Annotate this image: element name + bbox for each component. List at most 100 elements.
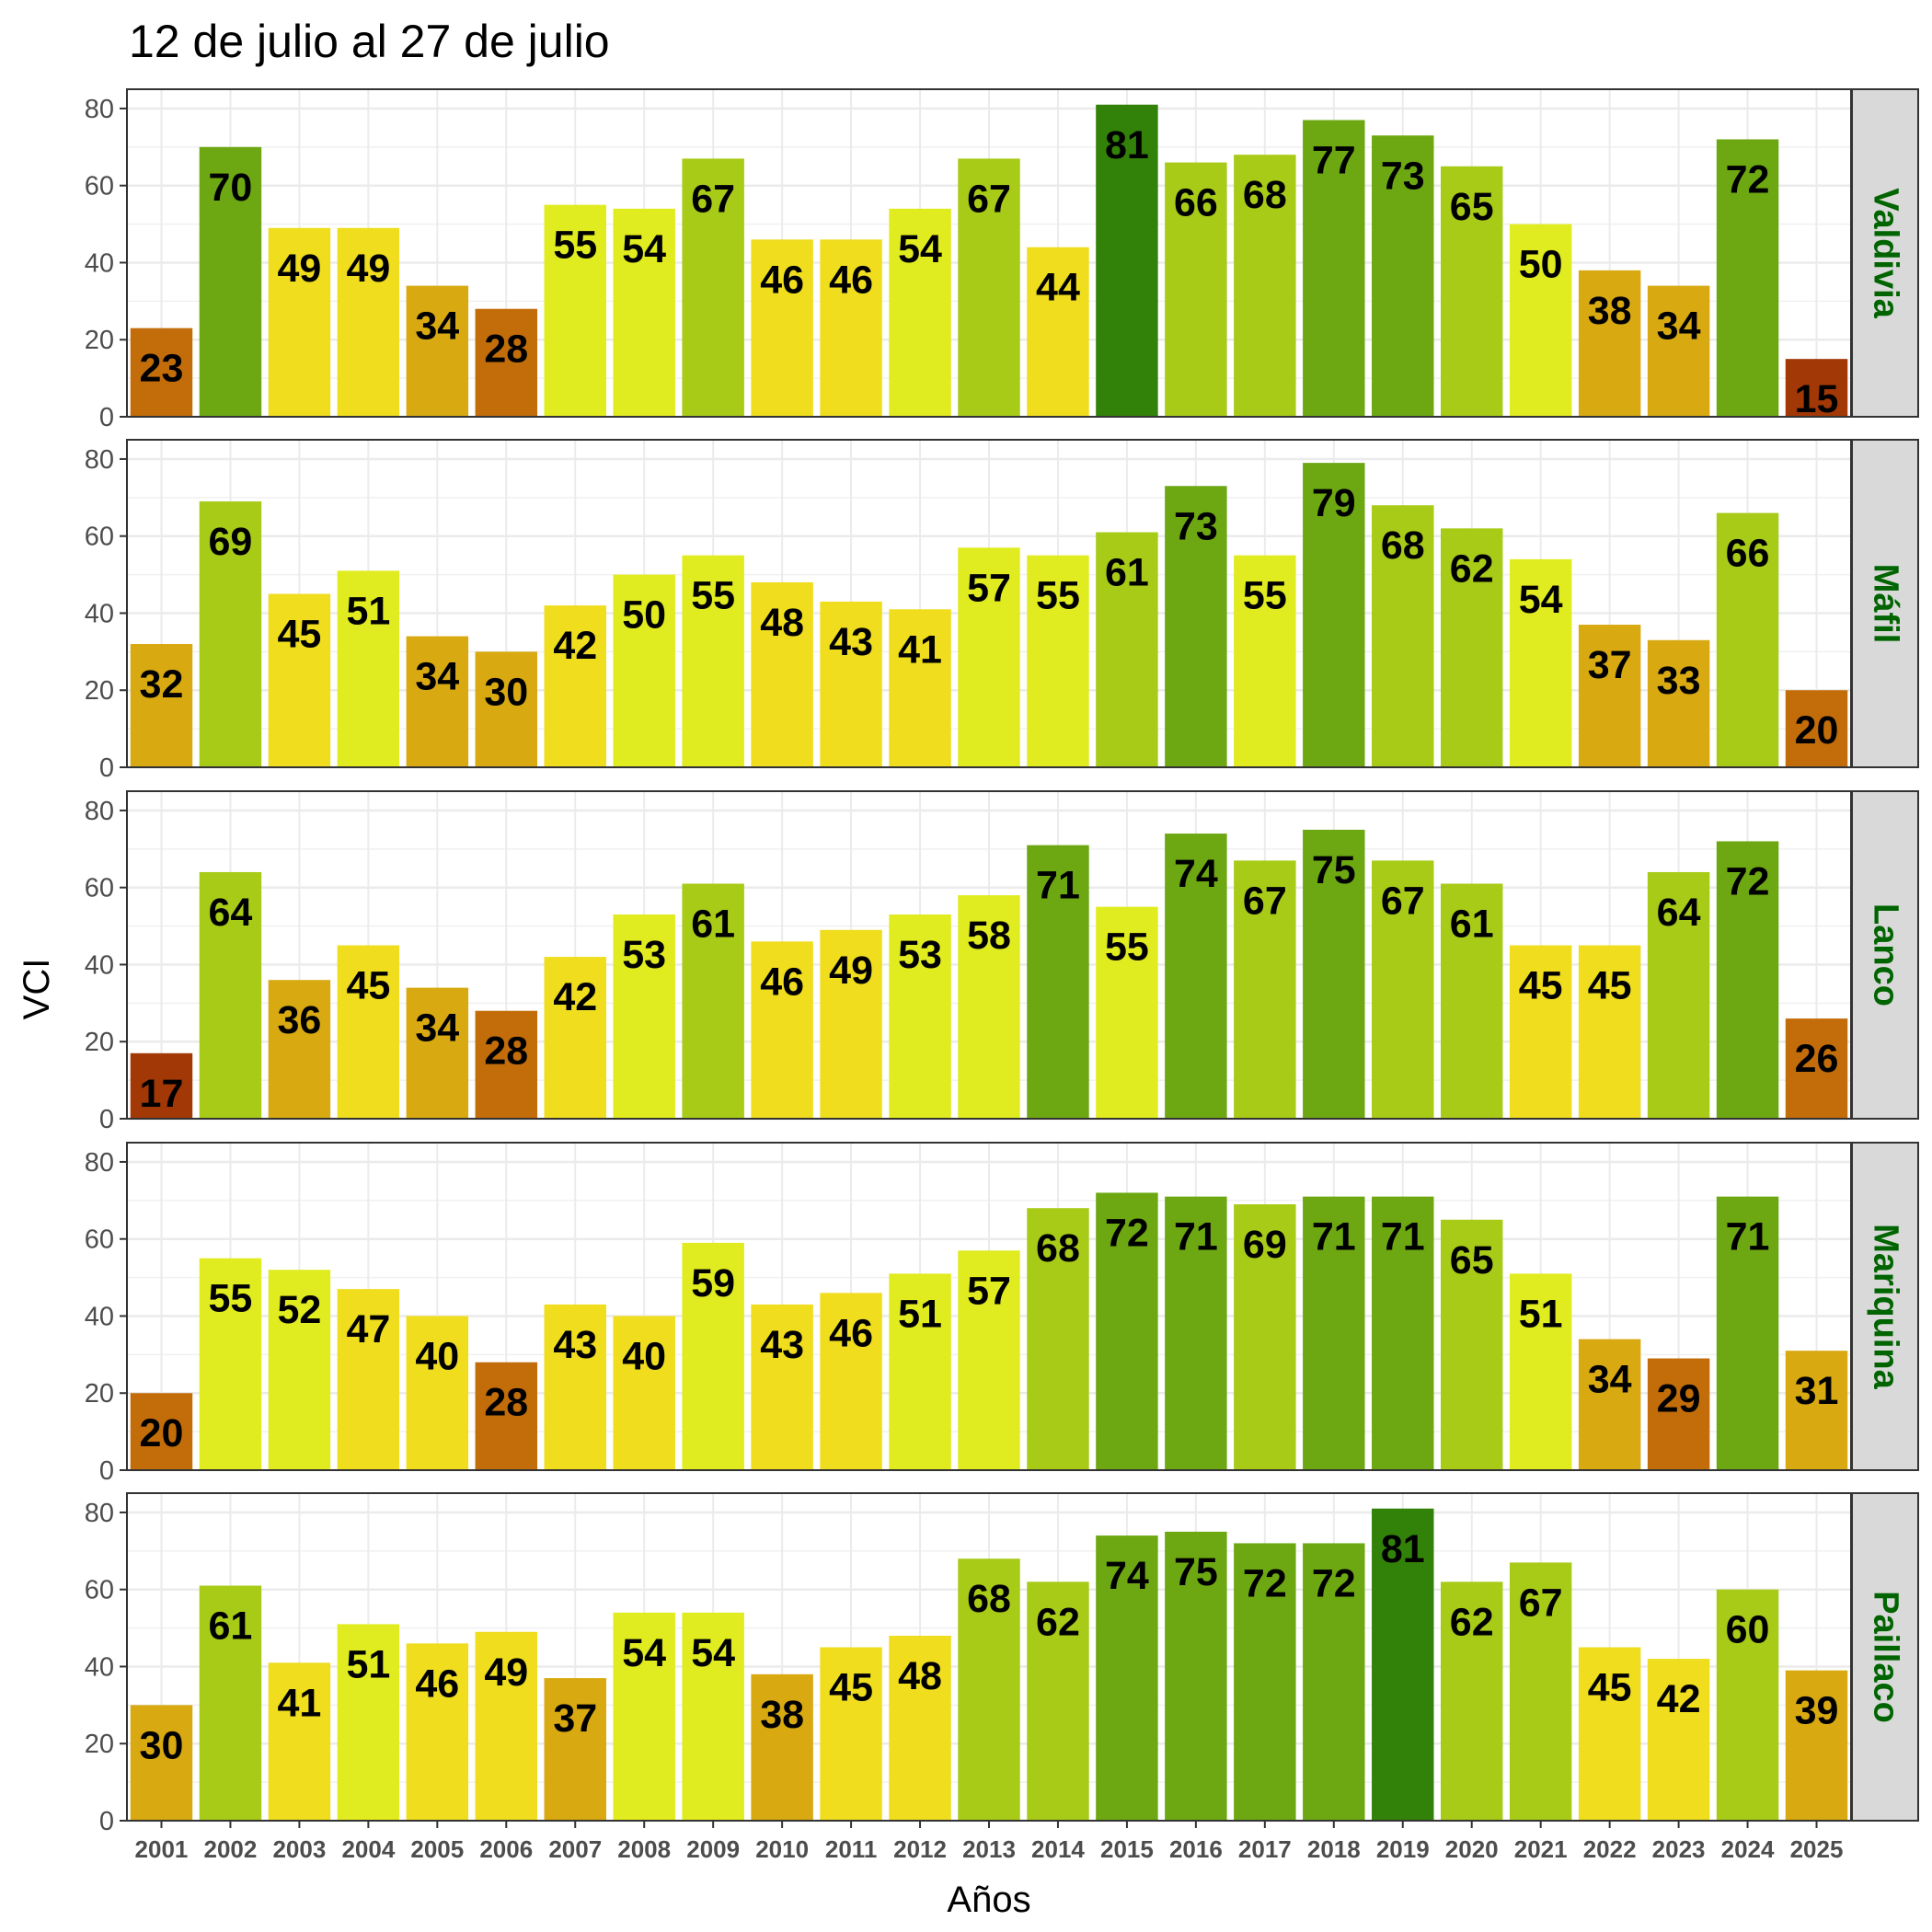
bar-value-label: 68 (1243, 173, 1287, 217)
bar-value-label: 38 (760, 1693, 804, 1737)
bar-2014 (1027, 1208, 1089, 1470)
bar-value-label: 39 (1795, 1689, 1839, 1733)
bar-value-label: 65 (1450, 185, 1494, 229)
bar-value-label: 52 (277, 1288, 321, 1332)
bar-2025 (1785, 690, 1848, 767)
bar-value-label: 43 (760, 1323, 804, 1367)
x-tick-label: 2017 (1238, 1835, 1292, 1863)
bar-2020 (1440, 1581, 1503, 1821)
bar-value-label: 61 (691, 903, 735, 947)
bar-value-label: 34 (1588, 1358, 1632, 1402)
facet-strip-label: Lanco (1867, 903, 1905, 1006)
bar-value-label: 65 (1450, 1238, 1494, 1282)
bar-2010 (751, 1304, 813, 1470)
bar-2008 (613, 1612, 675, 1821)
bar-value-label: 32 (140, 662, 184, 707)
bar-value-label: 73 (1381, 154, 1425, 198)
bar-value-label: 70 (209, 166, 253, 210)
x-tick-label: 2007 (548, 1835, 602, 1863)
bar-value-label: 62 (1450, 1600, 1494, 1644)
x-tick-label: 2003 (272, 1835, 326, 1863)
x-axis: 2001 2002 2003 2004 2005 2006 2007 2008 2009 2010… (135, 1821, 1844, 1863)
bar-2014 (1027, 247, 1089, 417)
bar-2024 (1716, 1196, 1779, 1470)
bar-2012 (889, 1635, 951, 1821)
bar-value-label: 42 (553, 624, 597, 668)
x-tick-label: 2025 (1790, 1835, 1844, 1863)
bar-2014 (1027, 555, 1089, 767)
y-tick-label: 20 (85, 676, 114, 706)
bar-2016 (1165, 1531, 1227, 1821)
bar-value-label: 15 (1795, 377, 1839, 421)
bar-2008 (613, 1316, 675, 1470)
bar-2023 (1647, 639, 1710, 767)
bar-value-label: 67 (1381, 879, 1425, 923)
bar-value-label: 34 (1657, 305, 1701, 349)
bar-value-label: 42 (553, 975, 597, 1019)
bar-value-label: 30 (140, 1723, 184, 1767)
bar-2017 (1234, 555, 1296, 767)
bar-value-label: 34 (415, 1006, 459, 1051)
bar-value-label: 50 (1519, 243, 1563, 287)
bar-2012 (889, 609, 951, 767)
bar-2013 (958, 895, 1020, 1119)
panel-mariquina: 0 20 40 60 80 20 55 52 47 40 28 43 40 59 43 46 51 57 68 72 7… (85, 1142, 1919, 1486)
bar-2010 (751, 581, 813, 767)
x-axis-title: Años (947, 1880, 1030, 1920)
bar-2012 (889, 208, 951, 417)
bar-2007 (544, 1304, 606, 1470)
bar-value-label: 61 (209, 1604, 253, 1649)
bar-2020 (1440, 528, 1503, 767)
x-tick-label: 2005 (410, 1835, 464, 1863)
bar-value-label: 45 (346, 964, 390, 1008)
bar-value-label: 54 (622, 1631, 666, 1675)
bar-value-label: 38 (1588, 289, 1632, 333)
bar-2009 (682, 555, 744, 767)
bar-2023 (1647, 1659, 1710, 1821)
bar-2011 (820, 1293, 882, 1470)
bar-2017 (1234, 1204, 1296, 1470)
bar-value-label: 72 (1726, 859, 1770, 903)
bar-value-label: 64 (1657, 891, 1701, 935)
bar-value-label: 45 (829, 1666, 873, 1710)
panel-valdivia: 0 20 40 60 80 23 70 49 49 34 28 55 54 67 46 46 54 67 44 81 6… (85, 88, 1919, 432)
y-tick-label: 40 (85, 599, 114, 628)
bar-value-label: 29 (1657, 1377, 1701, 1421)
bar-2020 (1440, 1219, 1503, 1470)
x-tick-label: 2015 (1100, 1835, 1154, 1863)
bar-value-label: 45 (1588, 964, 1632, 1008)
bar-value-label: 55 (1105, 926, 1149, 970)
bar-value-label: 42 (1657, 1677, 1701, 1721)
bar-2007 (544, 204, 606, 417)
y-tick-label: 60 (85, 172, 114, 201)
bar-2024 (1716, 1589, 1779, 1821)
bar-2022 (1578, 625, 1641, 767)
bar-2017 (1234, 155, 1296, 417)
bar-value-label: 47 (346, 1307, 390, 1351)
bar-value-label: 46 (760, 960, 804, 1004)
bar-2003 (268, 227, 331, 417)
bar-value-label: 68 (1381, 523, 1425, 568)
bar-value-label: 37 (553, 1696, 597, 1741)
bar-2024 (1716, 841, 1779, 1119)
bar-value-label: 72 (1312, 1561, 1356, 1605)
bar-value-label: 55 (553, 224, 597, 268)
bar-2009 (682, 1242, 744, 1470)
bar-2008 (613, 914, 675, 1119)
bar-2021 (1509, 1562, 1572, 1821)
bar-2015 (1096, 906, 1158, 1119)
bar-2005 (406, 636, 469, 767)
bar-value-label: 72 (1105, 1211, 1149, 1255)
bar-2010 (751, 941, 813, 1119)
bar-value-label: 67 (691, 177, 735, 221)
bar-2015 (1096, 1535, 1158, 1821)
bar-value-label: 40 (622, 1334, 666, 1378)
bar-2007 (544, 605, 606, 767)
facet-strip-label: Mariquina (1867, 1224, 1905, 1389)
bar-2003 (268, 980, 331, 1119)
x-tick-label: 2011 (825, 1835, 877, 1863)
bar-value-label: 71 (1174, 1215, 1218, 1259)
bar-2003 (268, 1662, 331, 1821)
bar-value-label: 71 (1036, 864, 1080, 908)
bar-value-label: 74 (1105, 1554, 1149, 1598)
